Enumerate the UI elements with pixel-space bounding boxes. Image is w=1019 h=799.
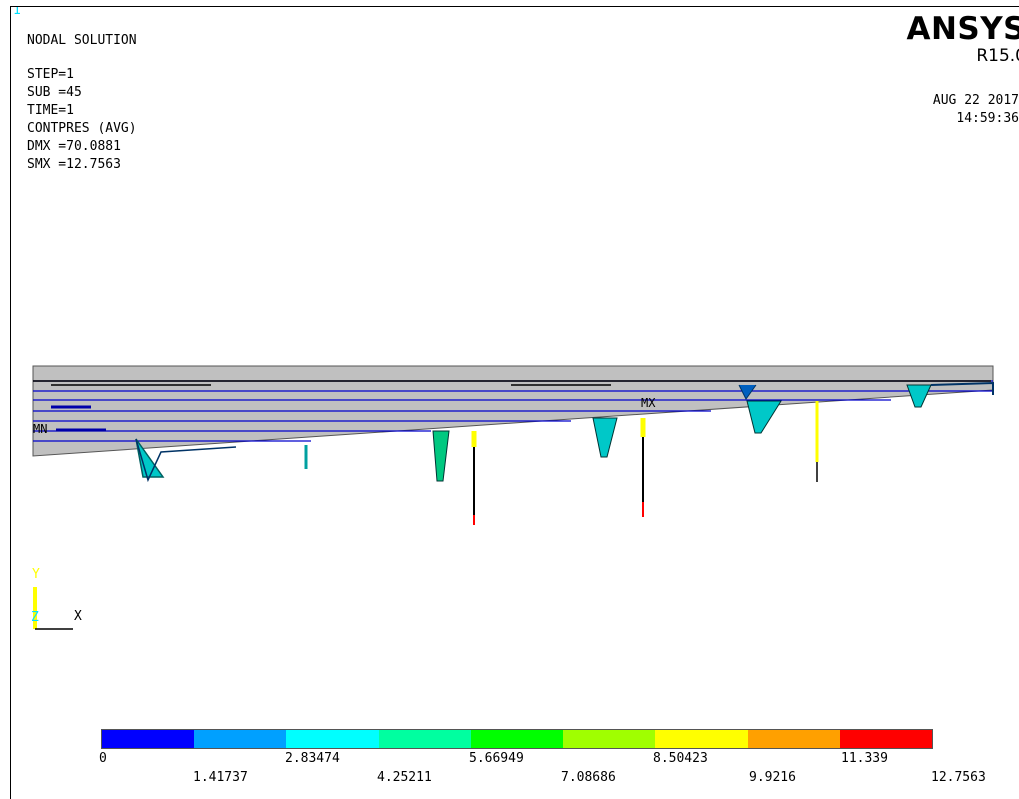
legend-segment	[563, 730, 655, 748]
legend-segment	[840, 730, 932, 748]
legend-segment	[655, 730, 747, 748]
triad-z-label: Z	[31, 610, 39, 625]
legend-color-bar	[101, 729, 933, 749]
mx-label: MX	[641, 396, 656, 410]
legend-segment	[379, 730, 471, 748]
mn-label: MN	[33, 422, 47, 436]
legend-label-top: 8.50423	[653, 751, 708, 766]
contour-legend: 0 2.83474 5.66949 8.50423 11.339 1.41737…	[101, 729, 931, 789]
legend-label-top: 11.339	[841, 751, 888, 766]
pressure-spike-5	[593, 418, 617, 457]
legend-label-top: 2.83474	[285, 751, 340, 766]
pressure-spike-3	[433, 431, 449, 481]
legend-label-bottom: 12.7563	[931, 770, 986, 785]
legend-segment	[471, 730, 563, 748]
legend-label-top: 0	[99, 751, 107, 766]
legend-label-bottom: 7.08686	[561, 770, 616, 785]
model-plot: MX MN	[11, 7, 1019, 727]
legend-segment	[102, 730, 194, 748]
triad-x-label: X	[74, 609, 82, 624]
legend-label-bottom: 4.25211	[377, 770, 432, 785]
legend-segment	[194, 730, 286, 748]
graphics-viewport[interactable]: 1 NODAL SOLUTION STEP=1 SUB =45 TIME=1 C…	[10, 6, 1019, 799]
axis-triad: Y Z X	[29, 567, 99, 637]
legend-segment	[286, 730, 378, 748]
legend-label-bottom: 9.9216	[749, 770, 796, 785]
legend-segment	[748, 730, 840, 748]
triad-arrows	[29, 567, 99, 637]
legend-label-bottom: 1.41737	[193, 770, 248, 785]
legend-label-top: 5.66949	[469, 751, 524, 766]
